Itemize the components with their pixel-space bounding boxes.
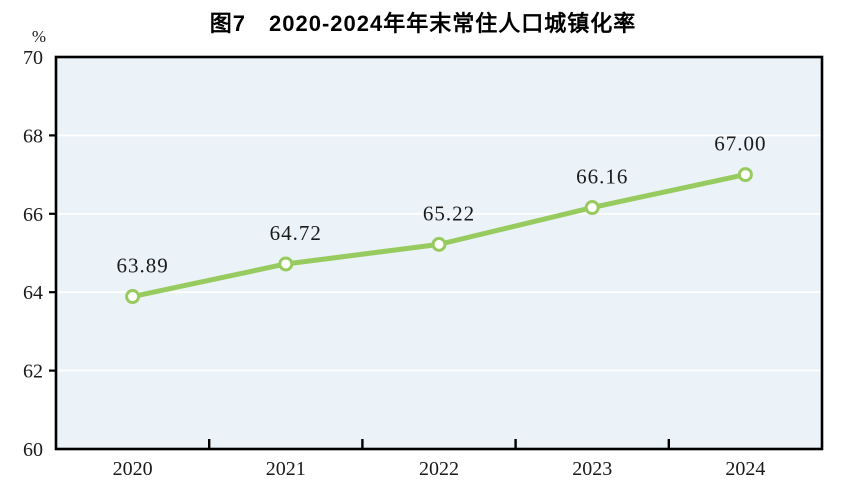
plot-border [54, 55, 824, 451]
y-axis-unit-label: % [31, 27, 47, 46]
y-axis-tick-label: 68 [23, 125, 43, 147]
data-point-marker [431, 236, 447, 252]
x-axis-tick-label: 2022 [419, 458, 459, 480]
x-axis-tick-label: 2023 [572, 458, 612, 480]
y-axis-tick-label: 62 [23, 361, 43, 383]
data-point-marker [125, 289, 141, 305]
data-point-label: 64.72 [270, 221, 322, 245]
y-axis-tick-label: 60 [23, 439, 43, 461]
data-point-marker [737, 167, 753, 183]
data-point-marker [278, 256, 294, 272]
data-point-label: 65.22 [423, 201, 475, 225]
chart-title: 图7 2020-2024年年末常住人口城镇化率 [209, 11, 637, 36]
y-axis-tick-label: 64 [23, 282, 43, 304]
data-point-label: 63.89 [116, 254, 168, 278]
y-axis-tick-label: 66 [23, 204, 43, 226]
x-axis-tick-label: 2020 [113, 458, 153, 480]
data-point-label: 66.16 [576, 165, 628, 189]
data-point-marker [584, 200, 600, 216]
line-chart: 60 62 64 66 68 70 2020 2021 2022 2023 2024 63.89 64.… [23, 47, 824, 480]
y-axis-tick-label: 70 [23, 47, 43, 69]
x-axis-tick-label: 2024 [725, 458, 765, 480]
data-point-label: 67.00 [714, 132, 766, 156]
plot-area [56, 57, 822, 449]
x-axis-tick-label: 2021 [266, 458, 306, 480]
